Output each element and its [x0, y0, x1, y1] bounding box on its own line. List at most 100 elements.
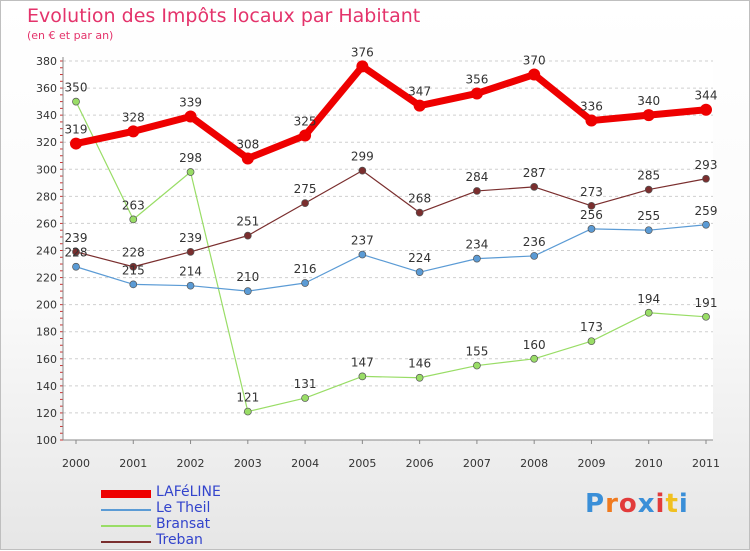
data-point: [415, 268, 424, 277]
legend-swatch: [101, 525, 151, 527]
series-line-Treban: [75, 170, 707, 268]
data-label: 210: [236, 270, 259, 284]
data-point: [129, 280, 138, 289]
data-label: 350: [65, 81, 88, 95]
data-point: [356, 60, 369, 73]
data-point: [644, 308, 653, 317]
data-point: [243, 407, 252, 416]
x-tick-label: 2011: [692, 457, 720, 470]
data-point: [473, 361, 481, 370]
data-point: [473, 187, 481, 195]
series-line-Le Theil: [75, 224, 707, 292]
y-tick-label: 200: [36, 299, 57, 312]
data-label: 121: [236, 391, 259, 405]
data-point: [358, 250, 367, 259]
data-point: [358, 372, 367, 381]
data-point: [72, 248, 80, 256]
data-point: [530, 252, 539, 260]
data-label: 356: [465, 72, 488, 86]
data-label: 251: [236, 215, 259, 229]
data-label: 344: [695, 89, 718, 103]
data-point: [127, 125, 140, 138]
logo-letter: P: [585, 489, 606, 519]
data-point: [702, 220, 710, 229]
x-tick-label: 2009: [577, 457, 605, 470]
data-point: [186, 248, 195, 256]
data-label: 228: [65, 246, 88, 260]
data-point: [530, 354, 539, 363]
legend-label: LAFéLINE: [156, 484, 221, 500]
data-point: [415, 208, 424, 217]
logo-letter: o: [618, 489, 638, 519]
proxiti-logo: Proxiti: [585, 489, 689, 519]
y-tick-label: 300: [36, 163, 57, 176]
legend-swatch: [101, 509, 151, 511]
legend-swatch: [101, 541, 151, 543]
legend-swatch: [101, 490, 151, 498]
legend-label: Treban: [156, 532, 203, 548]
data-label: 147: [351, 355, 374, 369]
data-point: [299, 129, 312, 142]
data-point: [186, 281, 195, 290]
data-point: [301, 394, 309, 402]
data-point: [644, 226, 653, 235]
data-point: [72, 262, 80, 271]
data-point: [129, 215, 138, 224]
x-tick-label: 2008: [520, 457, 548, 470]
data-label: 255: [637, 209, 660, 223]
data-label: 239: [65, 231, 88, 245]
data-point: [301, 279, 309, 287]
data-label: 376: [351, 45, 374, 59]
data-point: [587, 224, 596, 233]
data-point: [301, 199, 309, 207]
chart-subtitle: (en € et par an): [27, 29, 114, 42]
data-point: [243, 287, 252, 295]
data-label: 339: [179, 95, 202, 109]
data-label: 299: [351, 150, 374, 164]
data-point: [358, 166, 367, 175]
data-point: [702, 174, 710, 183]
data-label: 237: [351, 234, 374, 248]
x-tick-label: 2003: [234, 457, 262, 470]
data-label: 287: [523, 166, 546, 180]
data-label: 194: [637, 292, 660, 306]
data-label: 325: [294, 114, 317, 128]
y-tick-label: 240: [36, 245, 57, 258]
data-label: 160: [523, 338, 546, 352]
data-label: 319: [65, 123, 88, 137]
series-line-LAFéLINE: [75, 62, 707, 162]
y-tick-label: 260: [36, 217, 57, 230]
y-tick-label: 220: [36, 272, 57, 285]
x-tick-label: 2007: [463, 457, 491, 470]
y-tick-label: 160: [36, 353, 57, 366]
data-point: [473, 254, 481, 263]
x-tick-label: 2001: [119, 457, 147, 470]
data-label: 263: [122, 198, 145, 212]
y-tick-label: 360: [36, 82, 57, 95]
data-point: [413, 99, 426, 112]
data-point: [587, 201, 596, 210]
data-point: [587, 337, 596, 346]
x-tick-label: 2006: [406, 457, 434, 470]
data-point: [129, 262, 138, 271]
data-point: [470, 87, 483, 100]
data-point: [530, 183, 539, 191]
legend-label: Le Theil: [156, 500, 211, 516]
y-tick-label: 100: [36, 434, 57, 447]
data-label: 216: [294, 262, 317, 276]
data-label: 239: [179, 231, 202, 245]
x-tick-label: 2010: [635, 457, 663, 470]
data-label: 256: [580, 208, 603, 222]
data-label: 293: [695, 158, 718, 172]
data-label: 191: [695, 296, 718, 310]
data-point: [241, 152, 254, 165]
y-tick-label: 140: [36, 380, 57, 393]
data-point: [186, 168, 195, 176]
data-label: 328: [122, 110, 145, 124]
data-label: 273: [580, 185, 603, 199]
data-label: 224: [408, 251, 431, 265]
data-label: 347: [408, 85, 431, 99]
x-tick-label: 2002: [177, 457, 205, 470]
